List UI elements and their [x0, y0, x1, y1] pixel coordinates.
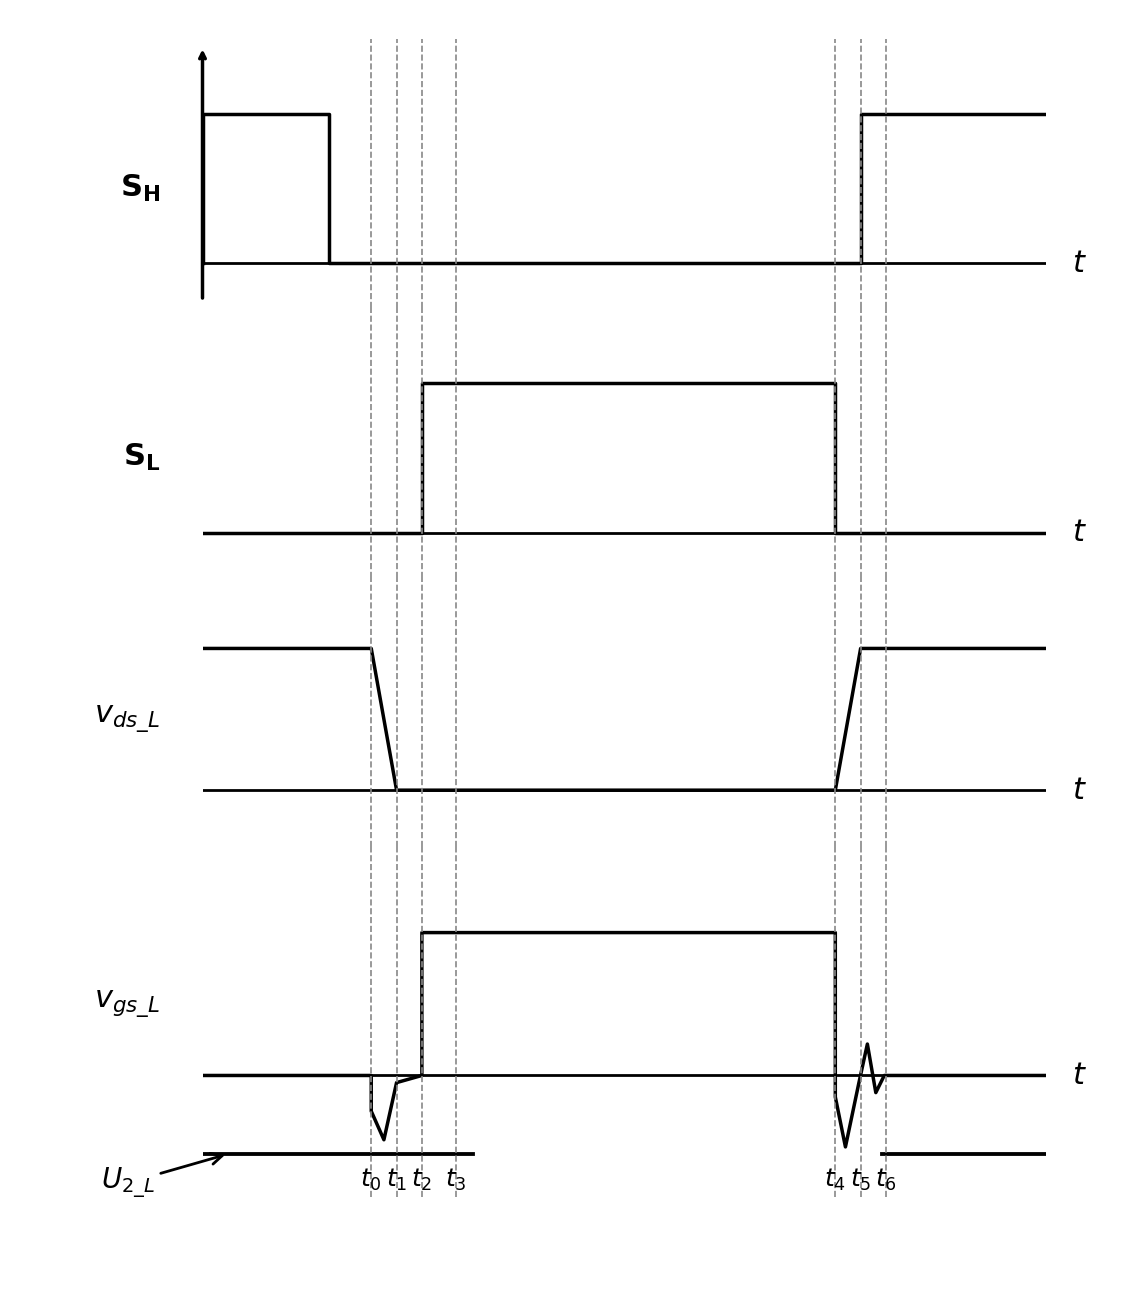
Text: $U_{2\_L}$: $U_{2\_L}$	[101, 1154, 222, 1200]
Text: $t$: $t$	[1071, 248, 1087, 278]
Text: $t_3$: $t_3$	[444, 1167, 467, 1193]
Text: $t_1$: $t_1$	[386, 1167, 407, 1193]
Text: $t_6$: $t_6$	[875, 1167, 897, 1193]
Text: $v_{gs\_L}$: $v_{gs\_L}$	[94, 989, 161, 1020]
Text: $t$: $t$	[1071, 775, 1087, 805]
Text: $\mathbf{S}_{\mathbf{H}}$: $\mathbf{S}_{\mathbf{H}}$	[120, 173, 161, 204]
Text: $t_4$: $t_4$	[825, 1167, 846, 1193]
Text: $t_0$: $t_0$	[360, 1167, 382, 1193]
Text: $t$: $t$	[1071, 518, 1087, 548]
Text: $v_{ds\_L}$: $v_{ds\_L}$	[94, 704, 161, 735]
Text: $t_2$: $t_2$	[412, 1167, 432, 1193]
Text: $\mathbf{S}_{\mathbf{L}}$: $\mathbf{S}_{\mathbf{L}}$	[123, 442, 161, 474]
Text: $t_5$: $t_5$	[850, 1167, 871, 1193]
Text: $t$: $t$	[1071, 1062, 1087, 1090]
